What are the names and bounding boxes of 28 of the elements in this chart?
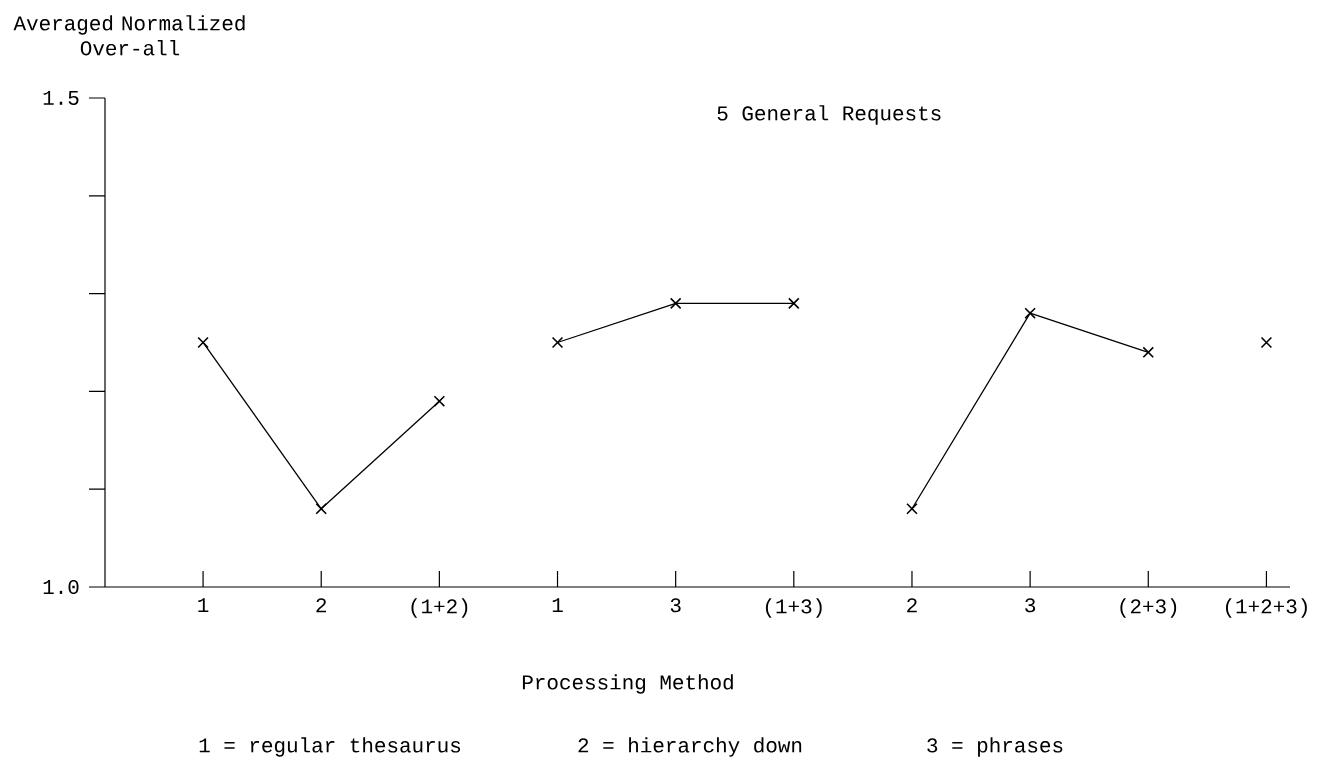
point <box>315 503 327 515</box>
text: 3 = phrases <box>927 737 1063 757</box>
text: 2 = hierarchy down <box>578 737 802 757</box>
point <box>551 336 564 349</box>
y-tick-label: 1.5 <box>43 91 79 105</box>
point <box>1260 336 1273 349</box>
x-tick-label: (1+3) <box>765 598 822 618</box>
text: 1 = regular thesaurus <box>199 737 461 757</box>
x-tick-label: (1+2) <box>411 598 468 618</box>
x-tick-label: 3 <box>1025 598 1036 613</box>
x-tick-label: 2 <box>907 598 917 613</box>
point <box>906 503 918 515</box>
y-tick-label: 1.0 <box>43 579 79 595</box>
point <box>788 297 800 310</box>
chart-title: 5 General Requests <box>717 105 941 125</box>
x-tick-label: 1 <box>552 598 563 612</box>
x-tick-label: (1+2+3) <box>1225 598 1307 618</box>
point <box>433 395 446 407</box>
x-tick-label: 2 <box>316 598 327 613</box>
x-tick-label: 3 <box>670 598 681 613</box>
point <box>669 297 682 310</box>
point <box>197 336 209 349</box>
y-axis-title: Averaged Normalized Over-all <box>13 15 245 56</box>
point <box>1142 346 1155 359</box>
x-axis-title: Processing Method <box>522 674 733 694</box>
x-tick-label: 1 <box>198 598 209 612</box>
point <box>1024 307 1036 319</box>
x-tick-label: (2+3) <box>1120 598 1177 618</box>
